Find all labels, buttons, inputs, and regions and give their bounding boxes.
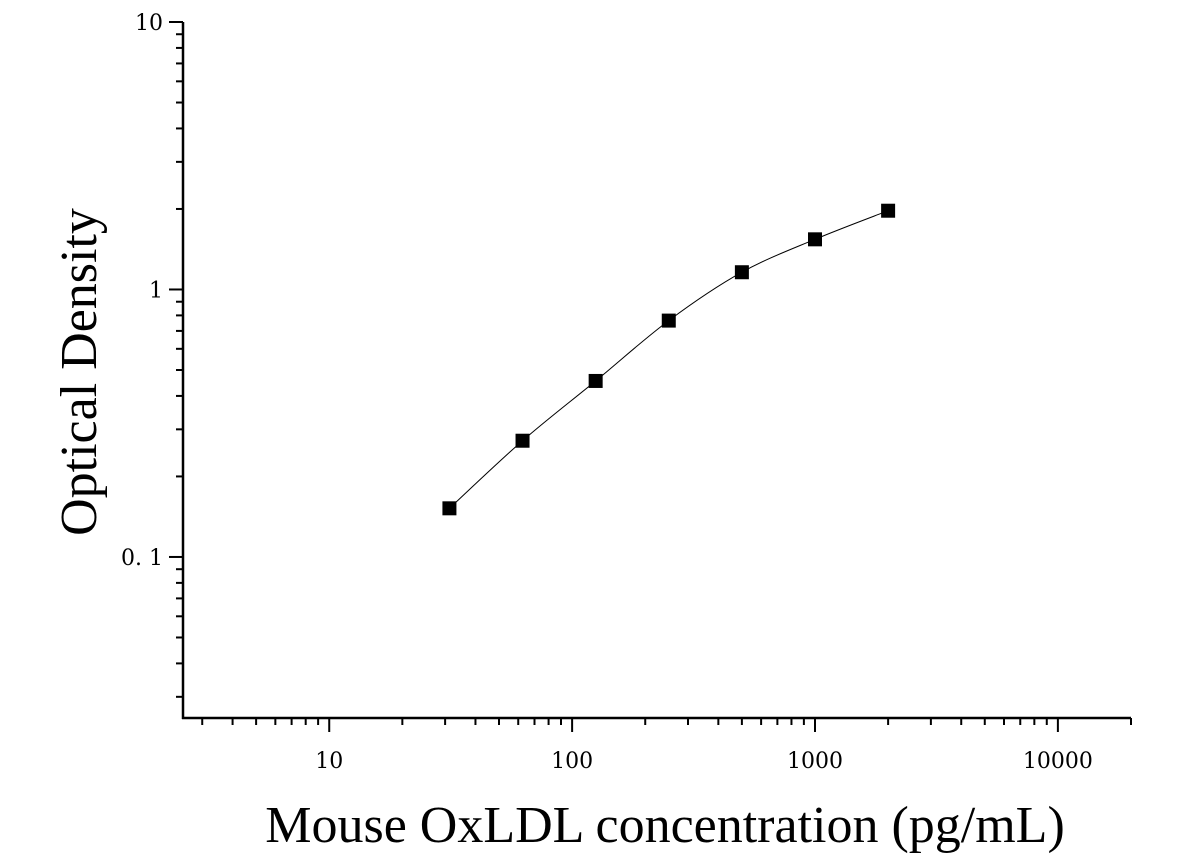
y-axis-title: Optical Density [51, 208, 108, 536]
axes: 10 100 1000 10000 0. 1 1 10 [121, 11, 1132, 774]
data-point [808, 232, 822, 247]
x-tick-label: 10 [315, 749, 343, 774]
data-point [588, 373, 603, 388]
fit-curve [449, 210, 889, 509]
data-point [881, 203, 896, 218]
x-tick-label: 1000 [787, 749, 843, 774]
data-point [515, 433, 530, 448]
y-tick-label: 10 [135, 11, 163, 36]
data-point [442, 501, 457, 516]
x-axis-title: Mouse OxLDL concentration (pg/mL) [265, 797, 1065, 854]
x-tick-label: 10000 [1023, 749, 1093, 774]
data-point [661, 313, 676, 328]
x-tick-label: 100 [551, 749, 593, 774]
fit-curve-layer [449, 210, 889, 509]
y-tick-label: 1 [149, 278, 163, 303]
data-points [442, 203, 896, 516]
y-tick-label: 0. 1 [121, 546, 163, 571]
data-point [734, 265, 749, 280]
